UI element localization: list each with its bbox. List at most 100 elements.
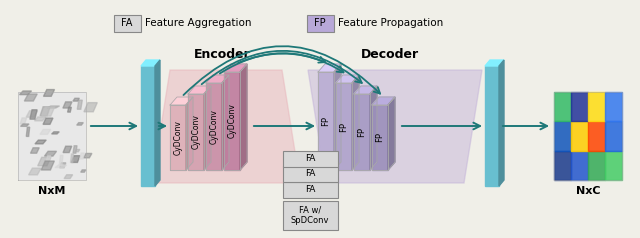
Text: FP: FP — [314, 18, 326, 28]
Polygon shape — [318, 72, 334, 170]
Polygon shape — [554, 151, 571, 180]
Text: FA w/
SpDConv: FA w/ SpDConv — [291, 205, 329, 225]
Polygon shape — [52, 132, 60, 134]
Polygon shape — [588, 121, 605, 151]
Polygon shape — [46, 156, 51, 160]
Polygon shape — [75, 149, 80, 152]
FancyBboxPatch shape — [307, 15, 333, 31]
Polygon shape — [35, 140, 46, 144]
Polygon shape — [40, 107, 50, 116]
Polygon shape — [336, 75, 359, 83]
Polygon shape — [554, 121, 571, 151]
Text: CyDConv: CyDConv — [209, 109, 218, 144]
Polygon shape — [30, 110, 37, 119]
Text: FA: FA — [305, 185, 315, 194]
Text: Encoder: Encoder — [194, 49, 250, 61]
Polygon shape — [206, 83, 222, 170]
Text: FA: FA — [305, 154, 315, 163]
FancyBboxPatch shape — [282, 200, 337, 229]
Polygon shape — [44, 151, 56, 156]
Text: FP: FP — [376, 133, 385, 143]
Polygon shape — [60, 163, 66, 168]
Polygon shape — [80, 153, 84, 159]
Text: Feature Aggregation: Feature Aggregation — [145, 18, 252, 28]
FancyBboxPatch shape — [18, 92, 86, 180]
Polygon shape — [24, 94, 37, 101]
Polygon shape — [224, 64, 247, 72]
Polygon shape — [170, 105, 186, 170]
Polygon shape — [372, 105, 388, 170]
Polygon shape — [55, 165, 67, 168]
Text: CyDConv: CyDConv — [227, 104, 237, 139]
Polygon shape — [554, 92, 571, 121]
Polygon shape — [170, 97, 193, 105]
Polygon shape — [141, 66, 155, 186]
Polygon shape — [499, 60, 504, 186]
Polygon shape — [318, 64, 341, 72]
Polygon shape — [83, 154, 92, 158]
Polygon shape — [605, 121, 622, 151]
Polygon shape — [224, 72, 240, 170]
Polygon shape — [206, 75, 229, 83]
Polygon shape — [70, 154, 74, 163]
Polygon shape — [188, 94, 204, 170]
Polygon shape — [204, 86, 211, 170]
Polygon shape — [605, 92, 622, 121]
Polygon shape — [19, 91, 31, 95]
Polygon shape — [352, 75, 359, 170]
Polygon shape — [20, 118, 27, 124]
Polygon shape — [43, 118, 53, 124]
Polygon shape — [571, 92, 588, 121]
Polygon shape — [186, 97, 193, 170]
Polygon shape — [84, 103, 97, 112]
Polygon shape — [41, 161, 54, 170]
Polygon shape — [485, 60, 504, 66]
Polygon shape — [63, 102, 72, 108]
Polygon shape — [44, 89, 54, 96]
Polygon shape — [372, 97, 395, 105]
Polygon shape — [73, 98, 79, 101]
Polygon shape — [40, 129, 51, 134]
Polygon shape — [222, 75, 229, 170]
Polygon shape — [152, 70, 300, 183]
Polygon shape — [63, 146, 72, 153]
Text: Decoder: Decoder — [361, 49, 419, 61]
Polygon shape — [188, 86, 211, 94]
Polygon shape — [155, 60, 160, 186]
Polygon shape — [571, 151, 588, 180]
Polygon shape — [35, 117, 46, 121]
Text: CyDConv: CyDConv — [191, 114, 200, 149]
Text: CyDConv: CyDConv — [173, 120, 182, 155]
Polygon shape — [64, 175, 73, 178]
Polygon shape — [68, 107, 72, 112]
Polygon shape — [77, 100, 83, 109]
Polygon shape — [571, 121, 588, 151]
Polygon shape — [47, 106, 60, 108]
FancyBboxPatch shape — [282, 165, 337, 182]
Text: Feature Propagation: Feature Propagation — [338, 18, 444, 28]
Polygon shape — [354, 86, 377, 94]
Polygon shape — [77, 123, 83, 125]
Polygon shape — [60, 155, 63, 165]
Polygon shape — [388, 97, 395, 170]
Polygon shape — [38, 157, 51, 166]
Text: FP: FP — [321, 116, 330, 126]
Polygon shape — [240, 64, 247, 170]
Polygon shape — [334, 64, 341, 170]
Polygon shape — [31, 148, 39, 153]
Text: FA: FA — [122, 18, 132, 28]
Polygon shape — [370, 86, 377, 170]
Text: NxC: NxC — [576, 186, 600, 196]
Polygon shape — [308, 70, 482, 183]
Polygon shape — [26, 127, 29, 136]
Polygon shape — [588, 92, 605, 121]
Polygon shape — [73, 146, 77, 153]
Polygon shape — [354, 94, 370, 170]
Polygon shape — [26, 111, 38, 117]
FancyBboxPatch shape — [282, 182, 337, 198]
FancyBboxPatch shape — [282, 150, 337, 167]
Text: NxM: NxM — [38, 186, 66, 196]
Polygon shape — [42, 107, 54, 116]
Polygon shape — [141, 60, 160, 66]
Text: FA: FA — [305, 169, 315, 178]
